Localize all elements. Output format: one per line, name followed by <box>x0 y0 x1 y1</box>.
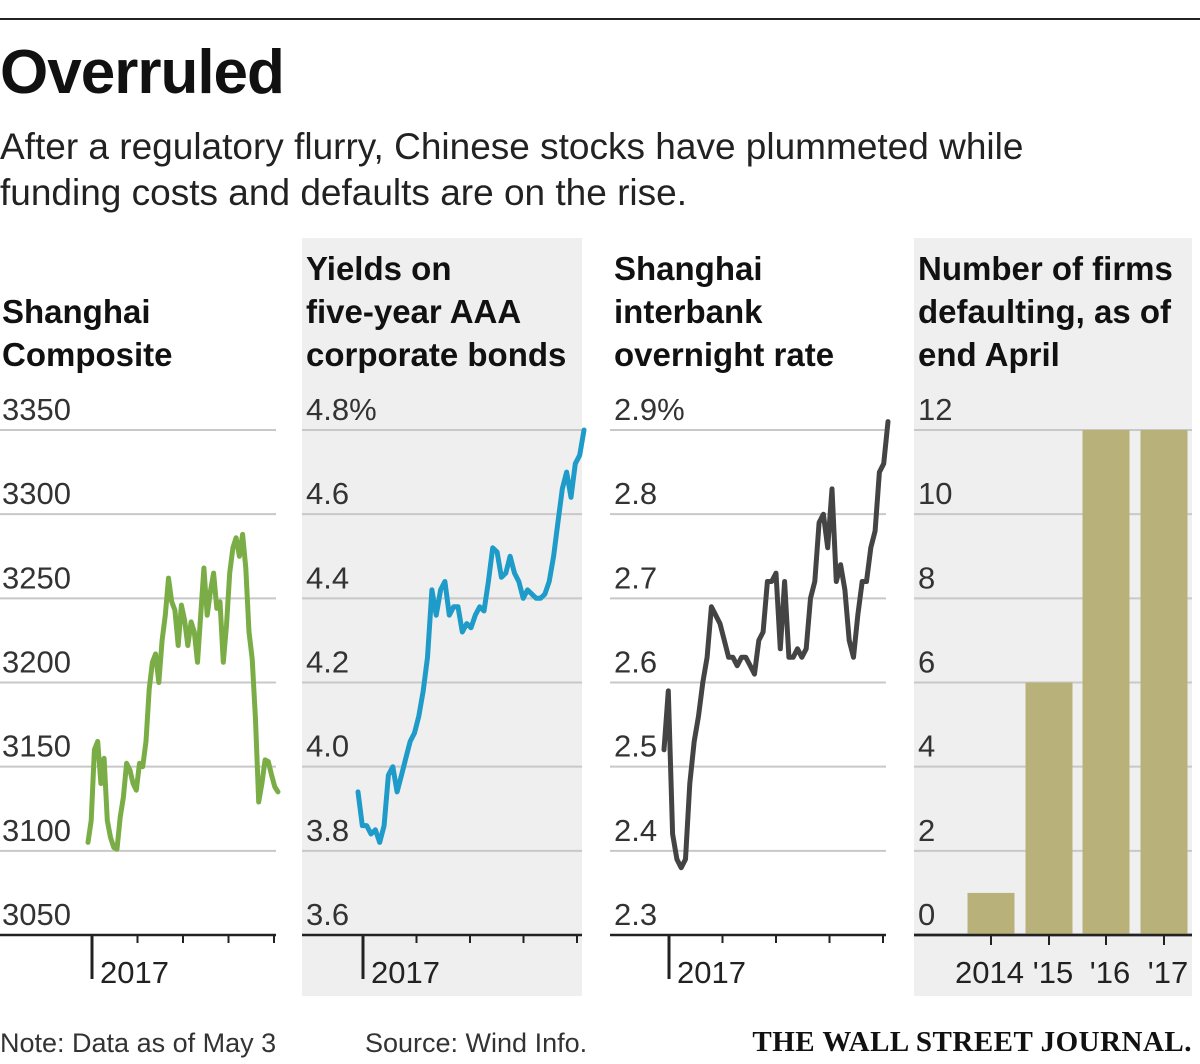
bar <box>1025 682 1073 935</box>
y-tick-label: 10 <box>918 476 952 511</box>
panel-title-line: interbank <box>614 293 763 330</box>
footnote: Note: Data as of May 3 <box>0 1028 277 1058</box>
x-category-label: '15 <box>1033 955 1073 990</box>
y-tick-label: 3350 <box>2 392 71 427</box>
panel-title-line: end April <box>918 336 1060 373</box>
y-tick-label: 4.2 <box>306 645 349 680</box>
panel-background <box>302 238 582 996</box>
y-tick-label: 0 <box>918 897 935 932</box>
y-tick-label: 3200 <box>2 645 71 680</box>
panel-title-line: overnight rate <box>614 336 834 373</box>
series-line <box>85 531 281 852</box>
y-tick-label: 2.8 <box>614 476 657 511</box>
x-category-label: '16 <box>1090 955 1130 990</box>
y-tick-label: 4.0 <box>306 729 349 764</box>
y-tick-label: 2.7 <box>614 560 657 595</box>
subtitle: After a regulatory flurry, Chinese stock… <box>0 126 1024 213</box>
x-axis-year-label: 2017 <box>371 955 440 990</box>
y-tick-label: 3150 <box>2 729 71 764</box>
y-tick-label: 3100 <box>2 813 71 848</box>
y-tick-label: 4.8% <box>306 392 377 427</box>
y-tick-label: 3250 <box>2 560 71 595</box>
y-tick-label: 2 <box>918 813 935 848</box>
y-tick-label: 2.5 <box>614 729 657 764</box>
panel-title-line: Number of firms <box>918 250 1173 287</box>
bar <box>967 892 1015 935</box>
x-category-label: '17 <box>1148 955 1188 990</box>
y-tick-label: 3.6 <box>306 897 349 932</box>
y-tick-label: 3050 <box>2 897 71 932</box>
panel-title-line: Composite <box>2 336 173 373</box>
series-line <box>355 427 587 845</box>
x-axis-year-label: 2017 <box>100 955 169 990</box>
y-tick-label: 4 <box>918 729 935 764</box>
top-rule <box>0 18 1200 20</box>
y-tick-label: 6 <box>918 645 935 680</box>
panel-title-line: defaulting, as of <box>918 293 1172 330</box>
panel-title-line: Shanghai <box>614 250 763 287</box>
source-note: Source: Wind Info. <box>365 1028 588 1058</box>
y-tick-label: 8 <box>918 560 935 595</box>
y-tick-label: 2.3 <box>614 897 657 932</box>
series-line <box>661 419 891 871</box>
x-category-label: 2014 <box>955 955 1024 990</box>
y-tick-label: 12 <box>918 392 952 427</box>
headline: Overruled <box>0 38 285 107</box>
y-tick-label: 2.4 <box>614 813 657 848</box>
panel-title-line: corporate bonds <box>306 336 566 373</box>
y-tick-label: 3300 <box>2 476 71 511</box>
bar <box>1140 430 1188 935</box>
publisher-masthead: THE WALL STREET JOURNAL. <box>752 1026 1192 1058</box>
panel-title-line: Yields on <box>306 250 451 287</box>
x-axis-year-label: 2017 <box>677 955 746 990</box>
y-tick-label: 4.4 <box>306 560 349 595</box>
y-tick-label: 2.9% <box>614 392 685 427</box>
y-tick-label: 4.6 <box>306 476 349 511</box>
panel-title-line: Shanghai <box>2 293 151 330</box>
panel-title-line: five-year AAA <box>306 293 521 330</box>
y-tick-label: 3.8 <box>306 813 349 848</box>
bar <box>1082 430 1130 935</box>
y-tick-label: 2.6 <box>614 645 657 680</box>
